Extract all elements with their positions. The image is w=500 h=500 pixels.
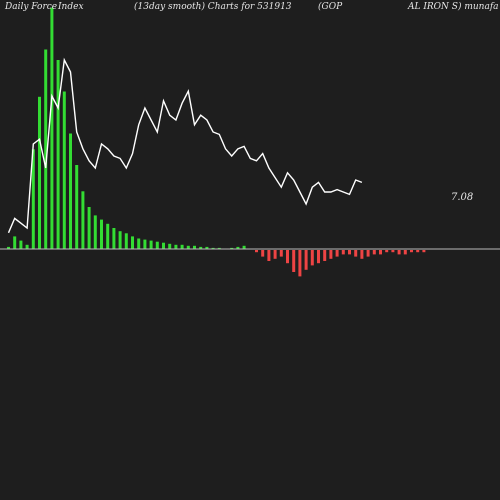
bar	[87, 207, 91, 249]
bar	[168, 243, 172, 250]
bar	[131, 236, 134, 249]
bar	[19, 240, 23, 249]
bar	[323, 250, 327, 261]
bar	[416, 250, 420, 253]
bar	[329, 250, 333, 259]
bar	[348, 250, 351, 255]
bar	[261, 250, 265, 257]
bar	[385, 250, 389, 253]
bar	[50, 7, 54, 249]
bar	[199, 246, 203, 249]
bar	[62, 91, 66, 249]
bar-series	[7, 7, 426, 277]
bar	[38, 96, 41, 250]
bar	[422, 250, 426, 253]
bar	[205, 246, 209, 249]
header-part-4: (GOP	[318, 2, 343, 12]
bar	[304, 250, 308, 270]
bar	[279, 250, 283, 257]
bar	[186, 245, 190, 249]
last-value-label: 7.08	[451, 192, 473, 203]
bar	[335, 250, 339, 257]
bar	[162, 242, 165, 249]
bar	[31, 149, 35, 250]
header-part-3: (13day smooth) Charts for 531913	[134, 2, 292, 12]
bar	[230, 247, 234, 249]
bar	[93, 215, 97, 249]
bar	[236, 246, 240, 249]
bar	[149, 240, 153, 249]
bar	[317, 250, 320, 264]
bar	[242, 245, 246, 249]
bar	[81, 191, 85, 250]
smoothed-force-line	[7, 57, 363, 234]
bar	[56, 60, 60, 249]
bar	[341, 250, 345, 255]
bar	[118, 231, 122, 250]
bar	[143, 239, 147, 250]
bar	[112, 228, 116, 249]
bar	[180, 244, 184, 249]
bar	[379, 250, 382, 255]
bar	[397, 250, 401, 255]
bar	[44, 49, 48, 249]
bar	[273, 250, 277, 259]
bar	[360, 250, 364, 259]
bar	[217, 247, 221, 249]
bar	[193, 245, 196, 249]
bar	[174, 244, 178, 249]
bar	[75, 165, 79, 249]
header-part-1: Daily Force	[5, 2, 58, 12]
bar	[13, 236, 17, 249]
bar	[255, 250, 258, 253]
bar	[137, 238, 141, 249]
bar	[286, 250, 289, 264]
bar	[292, 250, 296, 272]
bar	[410, 250, 413, 253]
bar	[124, 233, 128, 250]
bar	[354, 250, 358, 257]
bar	[403, 250, 407, 255]
bar	[211, 247, 215, 249]
bar	[25, 244, 29, 249]
bar	[366, 250, 370, 257]
bar	[298, 250, 302, 277]
bar	[372, 250, 376, 255]
bar	[310, 250, 314, 266]
bar	[7, 246, 10, 249]
header-part-5: AL IRON S) munafa	[408, 2, 499, 12]
bar	[69, 133, 72, 249]
bar	[155, 241, 159, 250]
header-part-2: Index	[58, 2, 84, 12]
bar	[391, 250, 395, 253]
bar	[100, 219, 103, 249]
bar	[106, 223, 110, 249]
bar	[267, 250, 271, 261]
